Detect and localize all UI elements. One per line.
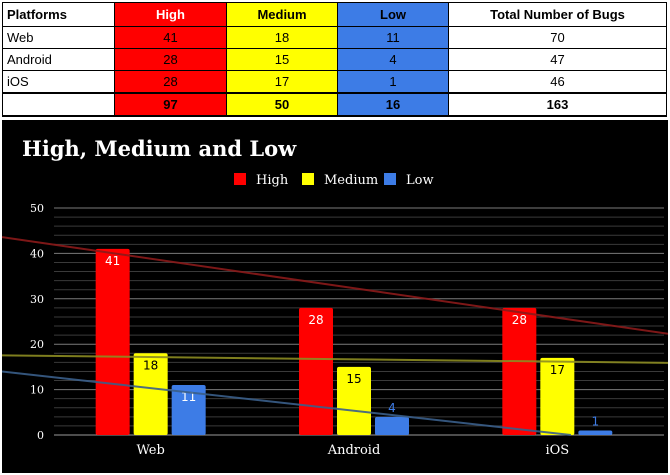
- bugs-summary-table: Platforms High Medium Low Total Number o…: [2, 2, 667, 117]
- table-totals-row: 97 50 16 163: [2, 92, 667, 117]
- legend-label-high: High: [256, 173, 289, 188]
- total-cell: 46: [448, 70, 667, 94]
- legend-swatch-high: [234, 173, 246, 185]
- bug-severity-chart: High, Medium and Low High Medium Low 0 10 20 30…: [2, 120, 668, 473]
- bar-high-web: [95, 248, 130, 435]
- high-cell: 41: [114, 26, 227, 49]
- medium-cell: 18: [226, 26, 338, 49]
- high-cell: 28: [114, 70, 227, 94]
- medium-cell: 17: [226, 70, 338, 94]
- header-medium: Medium: [226, 2, 338, 27]
- chart-canvas: High, Medium and Low High Medium Low 0 10 20 30…: [2, 136, 668, 458]
- total-cell: 70: [448, 26, 667, 49]
- table-row: Android 28 15 4 47: [2, 48, 667, 71]
- bar-medium-ios: [540, 357, 575, 435]
- chart-title: High, Medium and Low: [22, 136, 297, 161]
- trendline-low: [2, 370, 571, 436]
- bar-low-web: [171, 385, 206, 435]
- medium-cell: 15: [226, 48, 338, 71]
- platform-cell: Web: [2, 26, 115, 49]
- y-tick-label: 10: [30, 384, 44, 397]
- table-header-row: Platforms High Medium Low Total Number o…: [2, 2, 667, 27]
- total-cell: 47: [448, 48, 667, 71]
- platform-cell: iOS: [2, 70, 115, 94]
- totals-high-cell: 97: [114, 92, 227, 117]
- data-label: 18: [143, 358, 158, 372]
- table-row: Web 41 18 11 70: [2, 26, 667, 49]
- data-label: 17: [550, 363, 565, 377]
- trendline-medium: [2, 354, 668, 364]
- bar-medium-android: [337, 366, 371, 435]
- totals-total-cell: 163: [448, 92, 667, 117]
- x-tick-label: Android: [327, 443, 381, 458]
- bar-high-android: [299, 307, 333, 435]
- totals-platform-cell: [2, 92, 115, 117]
- high-cell: 28: [114, 48, 227, 71]
- trendline-high: [2, 236, 668, 335]
- header-low: Low: [337, 2, 449, 27]
- header-total: Total Number of Bugs: [448, 2, 667, 27]
- y-tick-label: 30: [30, 293, 44, 306]
- table-row: iOS 28 17 1 46: [2, 70, 667, 94]
- header-platforms: Platforms: [2, 2, 115, 27]
- y-tick-label: 0: [37, 429, 44, 442]
- low-cell: 11: [337, 26, 449, 49]
- low-cell: 1: [337, 70, 449, 94]
- legend-swatch-low: [384, 173, 396, 185]
- data-label: 28: [512, 313, 527, 327]
- totals-medium-cell: 50: [226, 92, 338, 117]
- data-label: 4: [388, 401, 396, 415]
- x-tick-label: iOS: [545, 443, 569, 458]
- header-high: High: [114, 2, 227, 27]
- legend-label-medium: Medium: [324, 173, 378, 188]
- data-label: 1: [592, 414, 600, 428]
- y-tick-label: 40: [30, 247, 44, 260]
- data-label: 41: [105, 254, 120, 268]
- x-tick-label: Web: [137, 443, 165, 458]
- bar-medium-web: [133, 353, 168, 435]
- data-label: 28: [308, 313, 323, 327]
- legend-label-low: Low: [406, 173, 434, 188]
- data-label: 15: [346, 372, 361, 386]
- y-tick-label: 50: [30, 202, 44, 215]
- bar-low-ios: [578, 430, 613, 435]
- low-cell: 4: [337, 48, 449, 71]
- bar-low-android: [375, 416, 409, 435]
- totals-low-cell: 16: [337, 92, 449, 117]
- y-tick-label: 20: [30, 338, 44, 351]
- legend-swatch-medium: [302, 173, 314, 185]
- platform-cell: Android: [2, 48, 115, 71]
- bar-high-ios: [502, 307, 537, 435]
